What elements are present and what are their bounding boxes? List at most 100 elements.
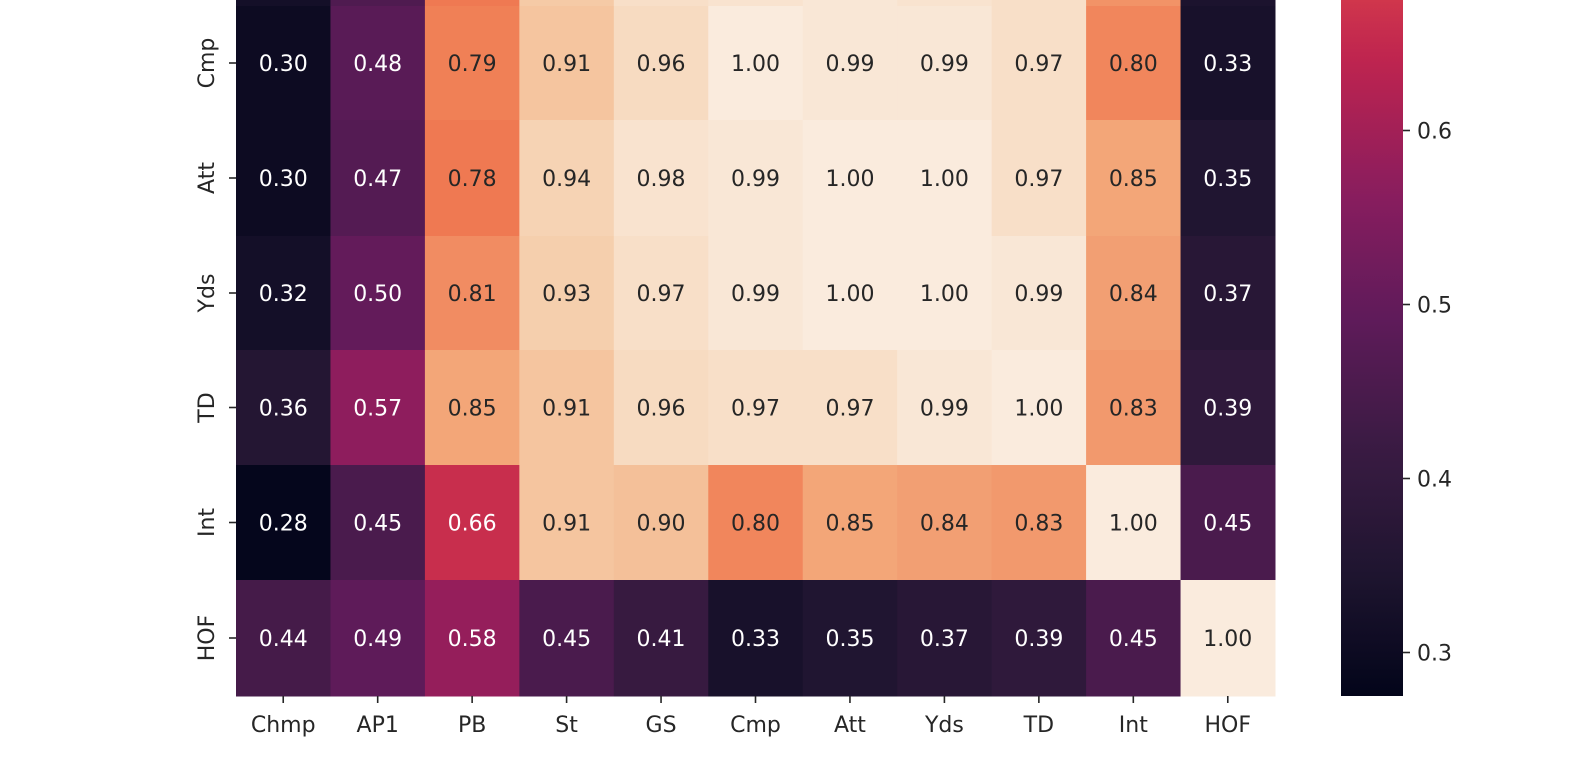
cell-value-label: 1.00	[1109, 512, 1158, 537]
heatmap-cell	[1086, 6, 1182, 121]
heatmap-cells: 0.30 0.48 0.79 0.91 0.96 1.00 0.99 0.99 0.97 0.80…	[236, 6, 1276, 697]
cell-value-label: 0.90	[637, 512, 686, 537]
heatmap-cell	[1086, 350, 1182, 466]
cell-value-label: 0.66	[448, 512, 497, 537]
heatmap-cell	[236, 236, 331, 351]
heatmap-cell	[424, 580, 520, 697]
cell-value-label: 0.33	[731, 627, 780, 652]
cell-value-label: 0.91	[542, 512, 591, 537]
heatmap-cell	[802, 6, 898, 121]
cell-value-label: 0.48	[353, 52, 402, 77]
clipped-cell	[991, 0, 1087, 6]
heatmap-cell	[897, 350, 993, 466]
x-tick-label: TD	[1023, 713, 1054, 738]
heatmap-cell	[236, 465, 331, 581]
cell-value-label: 0.44	[259, 627, 308, 652]
heatmap-cell	[424, 6, 520, 121]
x-tick-label: Chmp	[251, 713, 316, 738]
heatmap-cell	[708, 580, 804, 697]
cell-value-label: 1.00	[920, 282, 969, 307]
cell-value-label: 0.79	[448, 52, 497, 77]
heatmap-cell	[708, 6, 804, 121]
heatmap-cell	[897, 6, 993, 121]
cell-value-label: 1.00	[920, 167, 969, 192]
cell-value-label: 0.37	[920, 627, 969, 652]
colorbar-tick-label: 0.5	[1417, 294, 1452, 319]
heatmap-cell	[802, 236, 898, 351]
cell-value-label: 0.78	[448, 167, 497, 192]
cell-value-label: 0.80	[731, 512, 780, 537]
y-tick-label: Yds	[195, 274, 220, 314]
clipped-cell	[708, 0, 804, 6]
cell-value-label: 0.96	[637, 397, 686, 422]
colorbar-ticks: 0.3 0.4 0.5 0.6	[1403, 120, 1452, 667]
cell-value-label: 0.35	[825, 627, 874, 652]
heatmap-cell	[802, 120, 898, 237]
cell-value-label: 0.97	[825, 397, 874, 422]
cell-value-label: 0.97	[637, 282, 686, 307]
heatmap-cell	[519, 465, 615, 581]
heatmap-cell	[236, 120, 331, 237]
cell-value-label: 1.00	[825, 167, 874, 192]
heatmap-cell	[424, 120, 520, 237]
clipped-cell	[236, 0, 331, 6]
heatmap-cell	[236, 6, 331, 121]
clipped-cell	[897, 0, 993, 6]
y-tick-label: HOF	[195, 615, 220, 662]
heatmap-cell	[519, 6, 615, 121]
heatmap-cell	[991, 580, 1087, 697]
x-tick-label: AP1	[357, 713, 399, 738]
cell-value-label: 0.37	[1203, 282, 1252, 307]
cell-value-label: 0.50	[353, 282, 402, 307]
cell-value-label: 0.91	[542, 397, 591, 422]
cell-value-label: 0.30	[259, 52, 308, 77]
heatmap-cell	[708, 120, 804, 237]
y-tick-label: Att	[195, 162, 220, 194]
x-tick-label: Att	[834, 713, 866, 738]
heatmap-cell	[330, 350, 426, 466]
cell-value-label: 0.99	[731, 282, 780, 307]
clipped-cell	[519, 0, 615, 6]
heatmap-cell	[1180, 6, 1276, 121]
colorbar-tick-label: 0.6	[1417, 120, 1452, 145]
heatmap-cell	[613, 120, 709, 237]
cell-value-label: 0.30	[259, 167, 308, 192]
x-tick-label: Yds	[924, 713, 964, 738]
cell-value-label: 0.85	[825, 512, 874, 537]
heatmap-cell	[424, 350, 520, 466]
heatmap-cell	[991, 6, 1087, 121]
clipped-row-strip	[236, 0, 1276, 6]
y-tick-label: TD	[195, 392, 220, 423]
x-tick-label: St	[555, 713, 578, 738]
cell-value-label: 1.00	[825, 282, 874, 307]
cell-value-label: 0.45	[542, 627, 591, 652]
heatmap-cell	[1180, 580, 1276, 697]
heatmap-cell	[519, 350, 615, 466]
x-tick-label: HOF	[1205, 713, 1252, 738]
heatmap-cell	[330, 236, 426, 351]
heatmap-cell	[424, 465, 520, 581]
cell-value-label: 0.96	[637, 52, 686, 77]
cell-value-label: 0.39	[1014, 627, 1063, 652]
cell-value-label: 0.39	[1203, 397, 1252, 422]
cell-value-label: 0.33	[1203, 52, 1252, 77]
x-tick-label: GS	[646, 713, 677, 738]
cell-value-label: 0.45	[353, 512, 402, 537]
heatmap-cell	[1180, 465, 1276, 581]
heatmap-cell	[1180, 350, 1276, 466]
cell-value-label: 0.97	[1014, 52, 1063, 77]
clipped-cell	[1086, 0, 1182, 6]
heatmap-cell	[519, 236, 615, 351]
cell-value-label: 0.49	[353, 627, 402, 652]
cell-value-label: 0.97	[1014, 167, 1063, 192]
heatmap-cell	[802, 350, 898, 466]
cell-value-label: 0.97	[731, 397, 780, 422]
x-tick-label: PB	[458, 713, 486, 738]
heatmap-cell	[1086, 580, 1182, 697]
heatmap-cell	[991, 120, 1087, 237]
cell-value-label: 0.99	[1014, 282, 1063, 307]
cell-value-label: 0.99	[920, 397, 969, 422]
y-axis-labels: Cmp Att Yds TD Int HOF	[195, 38, 236, 662]
heatmap-cell	[613, 236, 709, 351]
